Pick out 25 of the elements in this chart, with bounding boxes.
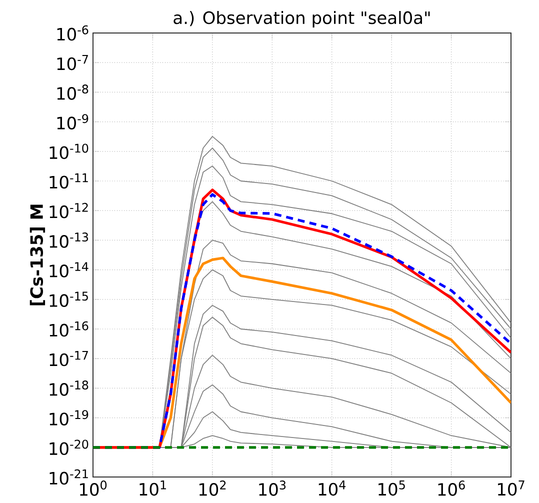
chart-title: a.) Observation point "seal0a" bbox=[174, 11, 430, 28]
x-tick-label: 10$^{2}$ bbox=[199, 480, 226, 496]
y-tick-label: 10$^{-20}$ bbox=[50, 440, 88, 456]
x-tick-label: 10$^{7}$ bbox=[498, 480, 524, 496]
x-tick-label: 10$^{3}$ bbox=[259, 480, 286, 496]
y-tick-label: 10$^{-19}$ bbox=[50, 410, 88, 426]
x-tick-label: 10$^{0}$ bbox=[80, 480, 107, 496]
x-tick-label: 10$^{1}$ bbox=[140, 480, 166, 496]
y-tick-label: 10$^{-15}$ bbox=[50, 292, 88, 307]
y-axis-title: [Cs-135] M bbox=[30, 204, 46, 306]
y-tick-label: 10$^{-13}$ bbox=[50, 232, 88, 248]
x-tick-label: 10$^{6}$ bbox=[438, 480, 465, 496]
y-tick-label: 10$^{-7}$ bbox=[57, 55, 88, 70]
y-tick-label: 10$^{-10}$ bbox=[50, 144, 88, 160]
y-tick-label: 10$^{-11}$ bbox=[50, 173, 88, 189]
x-tick-label: 10$^{4}$ bbox=[318, 480, 346, 496]
y-tick-label: 10$^{-9}$ bbox=[57, 114, 88, 130]
y-tick-label: 10$^{-18}$ bbox=[50, 380, 88, 396]
y-tick-label: 10$^{-14}$ bbox=[50, 262, 88, 278]
y-tick-label: 10$^{-12}$ bbox=[50, 202, 88, 218]
y-tick-label: 10$^{-16}$ bbox=[50, 321, 88, 337]
y-tick-label: 10$^{-6}$ bbox=[57, 25, 88, 41]
y-tick-label: 10$^{-17}$ bbox=[50, 351, 88, 366]
y-tick-label: 10$^{-8}$ bbox=[57, 84, 88, 100]
x-tick-label: 10$^{5}$ bbox=[378, 480, 405, 496]
